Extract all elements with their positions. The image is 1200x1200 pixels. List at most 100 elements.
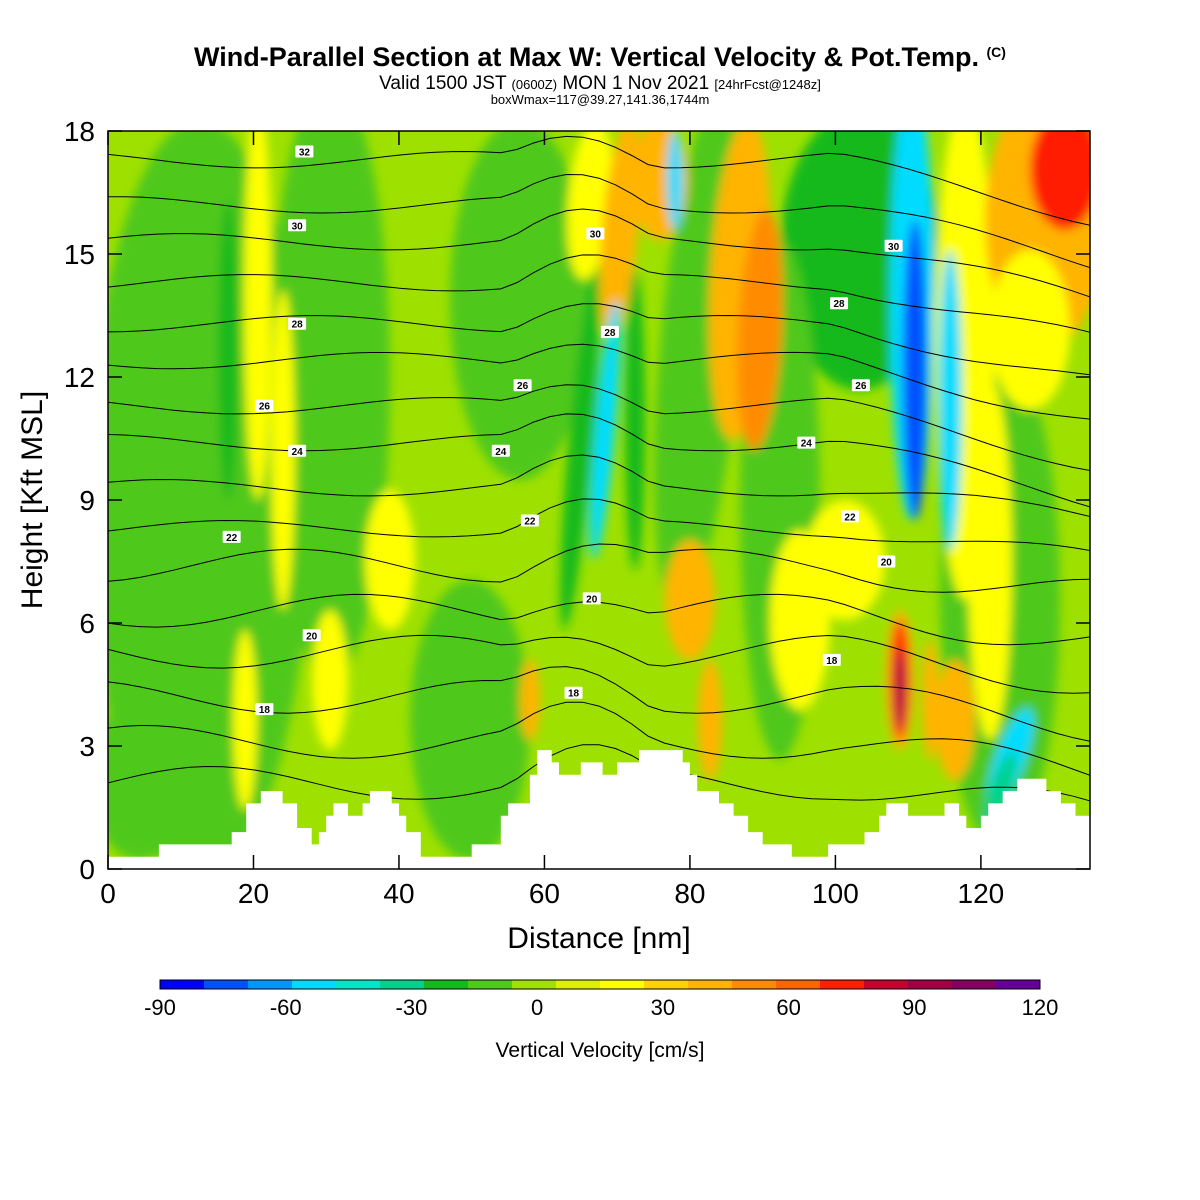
- contour-label-box: [564, 686, 583, 699]
- velocity-cell: [1030, 131, 1090, 230]
- theta-contour: [108, 744, 1090, 802]
- contour-label: 24: [491, 444, 510, 458]
- velocity-cell: [990, 250, 1070, 410]
- x-tick-label: 20: [238, 878, 269, 909]
- contour-label-box: [513, 379, 532, 392]
- velocity-cell: [922, 640, 938, 760]
- contour-label: 26: [255, 399, 274, 413]
- contour-label-box: [822, 653, 841, 666]
- contour-label-box: [491, 444, 510, 457]
- contour-label-text: 22: [524, 517, 536, 528]
- contour-label-box: [600, 325, 619, 338]
- velocity-cell: [589, 300, 621, 560]
- theta-contour: [108, 454, 1090, 517]
- colorbar-swatch: [336, 980, 381, 989]
- theta-contour: [108, 254, 1090, 333]
- contour-label-text: 22: [226, 533, 238, 544]
- y-tick-label: 9: [79, 485, 95, 516]
- contour-label-box: [255, 703, 274, 716]
- contour-label-text: 20: [881, 558, 893, 569]
- contour-label-box: [295, 145, 314, 158]
- valid-date: MON 1 Nov 2021: [562, 73, 710, 94]
- title-text: Wind-Parallel Section at Max W: Vertical…: [194, 42, 979, 72]
- colorbar-swatch: [820, 980, 865, 989]
- contour-label: 22: [222, 530, 241, 544]
- theta-contour: [108, 173, 1090, 269]
- contour-label: 22: [520, 514, 539, 528]
- contour-label-text: 24: [801, 439, 813, 450]
- colorbar-swatch: [732, 980, 777, 989]
- contour-label-box: [222, 530, 241, 543]
- colorbar-tick-label: 60: [776, 995, 800, 1020]
- theta-contour: [108, 634, 1090, 694]
- contour-label-box: [840, 510, 859, 523]
- colorbar-swatch: [512, 980, 557, 989]
- contour-label-text: 30: [888, 242, 900, 253]
- colorbar: -90 -60 -30 0 30 60 90 120 Vertical Velocity [c…: [144, 979, 1058, 1062]
- contour-label: 18: [255, 703, 274, 716]
- velocity-cell: [665, 540, 715, 660]
- contour-label: 30: [586, 227, 605, 241]
- contour-label-text: 28: [833, 299, 845, 310]
- colorbar-tick-label: -60: [270, 995, 302, 1020]
- contour-label-box: [288, 444, 307, 457]
- contour-label-text: 18: [568, 689, 580, 700]
- velocity-cell: [244, 131, 272, 500]
- velocity-cell: [938, 250, 962, 550]
- copyright-mark: (C): [986, 44, 1006, 60]
- velocity-cell: [895, 650, 905, 730]
- velocity-cell: [805, 500, 885, 620]
- y-tick-label: 3: [79, 731, 95, 762]
- theta-contour: [108, 343, 1090, 420]
- colorbar-tick-label: 0: [531, 995, 543, 1020]
- colorbar-swatch: [600, 980, 645, 989]
- y-tick-label: 6: [79, 608, 95, 639]
- velocity-cell: [560, 270, 600, 630]
- velocity-cell: [365, 490, 415, 630]
- colorbar-swatch: [952, 980, 997, 989]
- contour-label-box: [586, 227, 605, 240]
- utc-time: (0600Z): [511, 77, 558, 92]
- velocity-cell: [108, 700, 190, 860]
- contour-label-box: [830, 297, 849, 310]
- theta-contour: [108, 135, 1090, 226]
- contour-label-box: [302, 629, 321, 642]
- x-tick-label: 80: [674, 878, 705, 909]
- contour-label: 24: [797, 436, 816, 450]
- theta-contour: [108, 208, 1090, 298]
- y-tick-label: 0: [79, 854, 95, 885]
- colorbar-swatch: [160, 980, 205, 989]
- velocity-cell: [599, 131, 641, 340]
- contour-label: 28: [600, 325, 619, 339]
- chart-subtitle-2: boxWmax=117@39.27,141.36,1744m: [490, 92, 710, 107]
- x-axis-label: Distance [nm]: [507, 922, 690, 955]
- contour-label: 26: [513, 379, 532, 392]
- velocity-cell: [968, 380, 1012, 740]
- velocity-cell: [450, 131, 590, 480]
- velocity-cell: [698, 660, 722, 780]
- contour-label: 18: [564, 686, 583, 700]
- colorbar-swatch: [644, 980, 689, 989]
- contour-label-text: 30: [292, 221, 304, 232]
- contour-label: 32: [295, 145, 314, 159]
- velocity-cell: [520, 660, 540, 740]
- contour-label-text: 20: [586, 594, 598, 605]
- contour-label-text: 28: [292, 320, 304, 331]
- velocity-cell: [903, 220, 927, 520]
- contour-label-box: [288, 219, 307, 232]
- colorbar-tick-label: 30: [651, 995, 675, 1020]
- velocity-cell: [935, 660, 975, 780]
- contour-label: 28: [830, 297, 849, 310]
- velocity-cell: [270, 131, 390, 680]
- contour-label-text: 26: [855, 381, 867, 392]
- contour-label-text: 26: [259, 402, 271, 413]
- contour-label: 18: [822, 653, 841, 667]
- colorbar-swatch: [776, 980, 821, 989]
- contour-label-text: 20: [306, 631, 318, 642]
- colorbar-swatch: [380, 980, 425, 989]
- velocity-cell: [233, 630, 257, 810]
- contour-label: 30: [288, 219, 307, 232]
- theta-contour: [108, 701, 1090, 776]
- contour-label-box: [884, 239, 903, 252]
